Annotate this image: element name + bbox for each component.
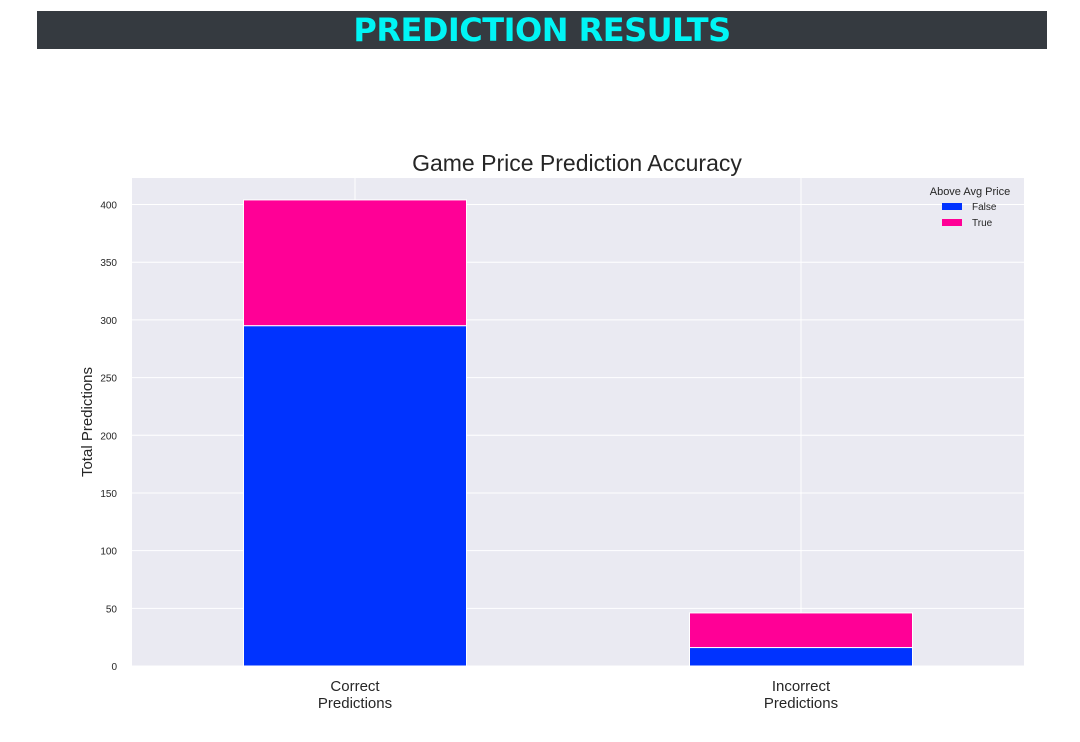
legend: Above Avg Price False True bbox=[930, 186, 1011, 229]
y-tick-label: 250 bbox=[100, 374, 117, 385]
x-tick-label-line: Predictions bbox=[318, 695, 392, 712]
x-tick-label-line: Incorrect bbox=[772, 678, 831, 695]
bar-false-0 bbox=[243, 325, 467, 667]
x-tick-label: Correct Predictions bbox=[318, 678, 392, 712]
y-tick-label: 100 bbox=[100, 547, 117, 558]
x-tick-label-line: Predictions bbox=[764, 695, 838, 712]
legend-title: Above Avg Price bbox=[930, 186, 1011, 198]
legend-swatch-true bbox=[942, 219, 962, 226]
y-tick-labels: 0 50 100 150 200 250 300 350 400 bbox=[100, 201, 117, 673]
x-tick-label: Incorrect Predictions bbox=[764, 678, 838, 712]
y-tick-label: 50 bbox=[106, 604, 118, 615]
bars-group bbox=[243, 199, 913, 667]
bar-true-0 bbox=[243, 199, 467, 327]
bar-false-1 bbox=[689, 647, 913, 667]
banner-title: PREDICTION RESULTS bbox=[353, 11, 731, 49]
y-tick-label: 150 bbox=[100, 489, 117, 500]
legend-label-false: False bbox=[972, 202, 997, 213]
y-tick-label: 300 bbox=[100, 316, 117, 327]
x-tick-label-line: Correct bbox=[330, 678, 380, 695]
bar-true-1 bbox=[689, 612, 913, 649]
legend-label-true: True bbox=[972, 218, 993, 229]
results-banner: PREDICTION RESULTS bbox=[37, 11, 1047, 49]
legend-swatch-false bbox=[942, 203, 962, 210]
y-tick-label: 0 bbox=[111, 662, 117, 673]
y-axis-label: Total Predictions bbox=[79, 367, 96, 477]
y-tick-label: 400 bbox=[100, 201, 117, 212]
chart-title: Game Price Prediction Accuracy bbox=[412, 150, 742, 176]
y-tick-label: 200 bbox=[100, 431, 117, 442]
y-tick-label: 350 bbox=[100, 258, 117, 269]
